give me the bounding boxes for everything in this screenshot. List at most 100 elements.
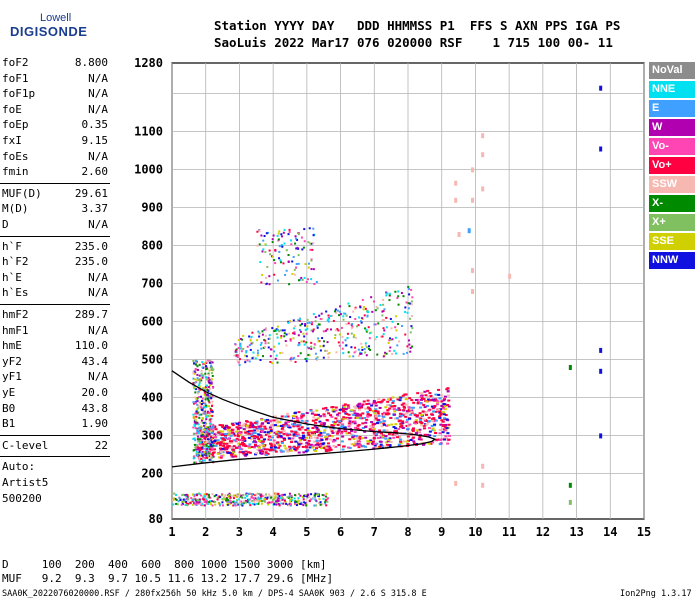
echo-dot [301,278,304,281]
echo-dot [311,410,315,413]
echo-dot [239,345,242,348]
echo-dot [442,399,446,402]
echo-dot [361,422,365,425]
echo-dot [381,434,385,437]
echo-dot [233,439,237,442]
echo-dot [193,372,196,375]
echo-dot [264,334,267,337]
echo-dot [245,350,248,353]
echo-dot [310,278,313,281]
echo-dot [334,308,337,311]
echo-dot [314,414,318,417]
echo-dot [389,440,393,443]
echo-dot [394,352,397,355]
echo-dot [204,398,207,401]
echo-dot [349,316,352,319]
echo-dot [254,453,258,456]
echo-dot [263,425,267,428]
echo-dot [401,324,404,327]
echo-dot [274,450,278,453]
echo-dot [198,448,202,451]
echo-dot [206,448,209,451]
echo-dot [299,502,302,505]
echo-dot [323,494,326,497]
echo-dot [184,503,187,506]
echo-dot [364,421,368,424]
echo-dot [323,429,327,432]
echo-dot [263,329,266,332]
echo-dot [396,323,399,326]
echo-dot [338,421,342,424]
echo-dot [173,492,176,495]
echo-dot [405,421,409,424]
echo-dot [198,432,202,435]
echo-dot [409,438,413,441]
echo-dot [440,400,444,403]
echo-dot [327,353,330,356]
echo-dot [364,436,368,439]
echo-dot [195,450,198,453]
echo-dot [331,440,335,443]
echo-dot [280,243,283,246]
echo-dot [198,493,201,496]
echo-dot [265,418,269,421]
echo-dot [418,412,422,415]
echo-dot [369,425,373,428]
echo-dot [326,500,329,503]
echo-dot [331,408,335,411]
echo-dot [299,278,302,281]
echo-dot [430,424,434,427]
echo-dot [375,413,379,416]
echo-dot [418,428,422,431]
echo-dot [402,402,406,405]
echo-dot [199,447,202,450]
echo-dot [384,406,388,409]
echo-dot [402,405,406,408]
echo-dot [211,378,214,381]
echo-dot [383,308,386,311]
echo-dot [219,496,222,499]
echo-dot [221,426,225,429]
echo-dot [241,441,245,444]
echo-dot [360,342,363,345]
echo-dot [396,297,399,300]
echo-dot [276,234,279,237]
echo-dot [271,448,275,451]
echo-dot [447,423,451,426]
echo-dot [210,426,213,429]
x-tick-label: 7 [371,525,378,539]
echo-dot [356,424,360,427]
echo-dot [371,426,375,429]
echo-dot [379,443,383,446]
echo-dot [210,435,214,438]
isolated-echoes [454,85,603,505]
param-separator [0,455,110,457]
y-tick-label: 1280 [134,56,163,70]
echo-dot [383,329,386,332]
echo-dot [202,401,205,404]
echo-dot [210,372,213,375]
echo-dot [288,230,291,233]
echo-dot [232,500,235,503]
echo-dot [202,374,205,377]
echo-dot [404,333,407,336]
legend-item: SSE [649,233,695,250]
echo-dot [350,429,354,432]
echo-dot [194,439,197,442]
echo-dot [223,446,227,449]
echo-dot [444,423,448,426]
echo-dot [218,456,222,459]
echo-dot [271,255,274,258]
echo-dot [196,368,199,371]
echo-dot [343,426,347,429]
echo-dot [370,296,373,299]
echo-dot [306,327,309,330]
echo-dot [391,433,395,436]
echo-point [454,180,458,186]
echo-dot [191,499,194,502]
echo-dot [260,234,263,237]
echo-dot [260,500,263,503]
echo-dot [386,413,390,416]
echo-dot [252,496,255,499]
echo-dot [441,420,445,423]
